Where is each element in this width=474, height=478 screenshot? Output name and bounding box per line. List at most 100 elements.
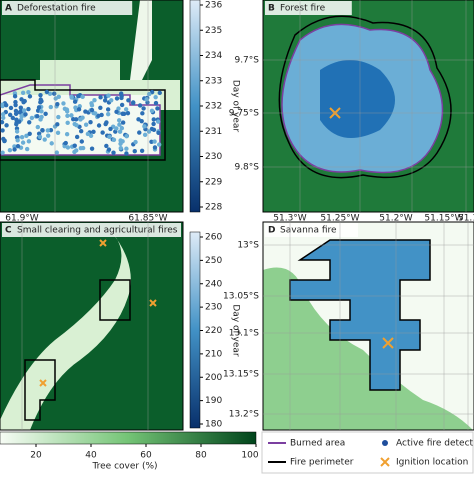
fire-detection xyxy=(83,122,89,127)
fire-detection xyxy=(126,98,131,103)
fire-detection xyxy=(24,146,30,152)
colorbar-tick-label: 260 xyxy=(205,233,222,243)
fire-detection xyxy=(39,109,44,114)
fire-detection xyxy=(147,91,152,97)
fire-detection xyxy=(98,95,103,100)
fire-detection xyxy=(116,106,121,111)
fire-detection xyxy=(55,122,60,127)
map-c xyxy=(0,222,183,430)
fire-detection xyxy=(55,101,60,107)
title-box xyxy=(2,1,133,15)
fire-detection xyxy=(65,120,70,126)
legend-box xyxy=(261,431,474,474)
fire-detection xyxy=(79,129,84,134)
fire-detection xyxy=(88,120,93,125)
fire-detection xyxy=(73,117,79,122)
fire-detection xyxy=(12,94,18,99)
colorbar-tick-label: 180 xyxy=(205,420,222,430)
lat-tick-label: 9.7°S xyxy=(234,56,259,66)
fire-detection xyxy=(48,104,54,110)
fire-detection xyxy=(151,121,156,127)
fire-detection xyxy=(119,102,125,108)
fire-detection xyxy=(80,145,86,151)
fire-detection xyxy=(153,94,158,100)
lon-tick-label: 51.3°W xyxy=(273,214,307,224)
fire-detection xyxy=(103,121,108,127)
colorbar xyxy=(189,0,201,213)
fire-detection xyxy=(119,125,125,131)
fire-detection xyxy=(18,105,24,110)
fire-detection xyxy=(130,100,136,106)
fire-detection xyxy=(152,139,157,144)
fire-detection xyxy=(0,112,6,117)
fire-detection xyxy=(149,139,154,144)
fire-detection xyxy=(74,123,79,128)
fire-detection xyxy=(142,124,147,129)
fire-detection xyxy=(15,143,21,149)
fire-detection xyxy=(144,97,149,102)
fire-detection xyxy=(108,126,113,132)
fire-detection xyxy=(105,111,111,117)
panel-title: Savanna fire xyxy=(280,226,337,236)
fire-detection xyxy=(56,114,61,120)
colorbar-tick-label: 40 xyxy=(85,451,97,461)
fire-detection xyxy=(99,112,104,118)
fire-detection xyxy=(23,112,28,117)
fire-detection xyxy=(26,106,31,112)
fire-detection xyxy=(72,99,78,104)
fire-detection xyxy=(124,151,129,156)
fire-detection xyxy=(63,140,68,146)
legend-label: Fire perimeter xyxy=(290,458,354,468)
fire-detection xyxy=(2,138,7,144)
colorbar-tick-label: 228 xyxy=(205,203,222,213)
colorbar-tick-label: 235 xyxy=(205,26,222,36)
fire-detection xyxy=(29,115,35,121)
map-frame xyxy=(262,221,474,431)
fire-detection xyxy=(157,90,162,96)
fire-detection xyxy=(137,103,143,108)
fire-detection xyxy=(156,142,162,147)
lat-tick-label: 13.2°S xyxy=(229,410,260,420)
legend-swatch xyxy=(380,457,390,467)
fire-detection xyxy=(76,93,81,99)
fire-detection xyxy=(74,148,79,153)
fire-detection xyxy=(89,107,95,113)
fire-detection xyxy=(27,120,32,125)
fire-detection xyxy=(43,111,48,117)
colorbar-label: Day of year xyxy=(231,80,241,133)
fire-detection xyxy=(117,129,123,134)
legend-label: Burned area xyxy=(290,439,345,449)
fire-detection xyxy=(80,115,85,120)
fire-detection xyxy=(136,117,141,122)
colorbar-tick-label: 80 xyxy=(195,451,207,461)
fire-detection xyxy=(54,150,59,155)
fire-detection xyxy=(42,137,47,142)
fire-detection xyxy=(1,115,6,121)
lon-tick-label: 61.85°W xyxy=(128,214,167,224)
title-box xyxy=(265,223,358,237)
fire-detection xyxy=(111,137,117,143)
fire-detection xyxy=(88,133,94,138)
fire-detection xyxy=(137,130,142,135)
fire-detection xyxy=(120,120,126,125)
fire-detection xyxy=(106,147,112,152)
fire-detection xyxy=(139,148,145,153)
title-box xyxy=(2,223,181,237)
fire-detection xyxy=(38,92,43,98)
colorbar-label: Tree cover (%) xyxy=(91,462,157,472)
fire-detection xyxy=(19,97,24,102)
fire-detection xyxy=(27,131,32,136)
fire-detection xyxy=(20,90,26,95)
colorbar-tick-label: 240 xyxy=(205,279,222,289)
colorbar-tick-label: 210 xyxy=(205,349,222,359)
colorbar-tick-label: 232 xyxy=(205,102,222,112)
fire-detection xyxy=(100,130,105,135)
fire-detection xyxy=(0,103,5,109)
fire-detection xyxy=(35,108,41,113)
panel-title: Small clearing and agricultural fires xyxy=(17,226,178,236)
fire-detection xyxy=(140,111,145,116)
colorbar xyxy=(189,231,201,429)
colorbar-tick-label: 230 xyxy=(205,303,222,313)
panel-title: Forest fire xyxy=(280,4,326,14)
fire-detection xyxy=(8,105,14,111)
